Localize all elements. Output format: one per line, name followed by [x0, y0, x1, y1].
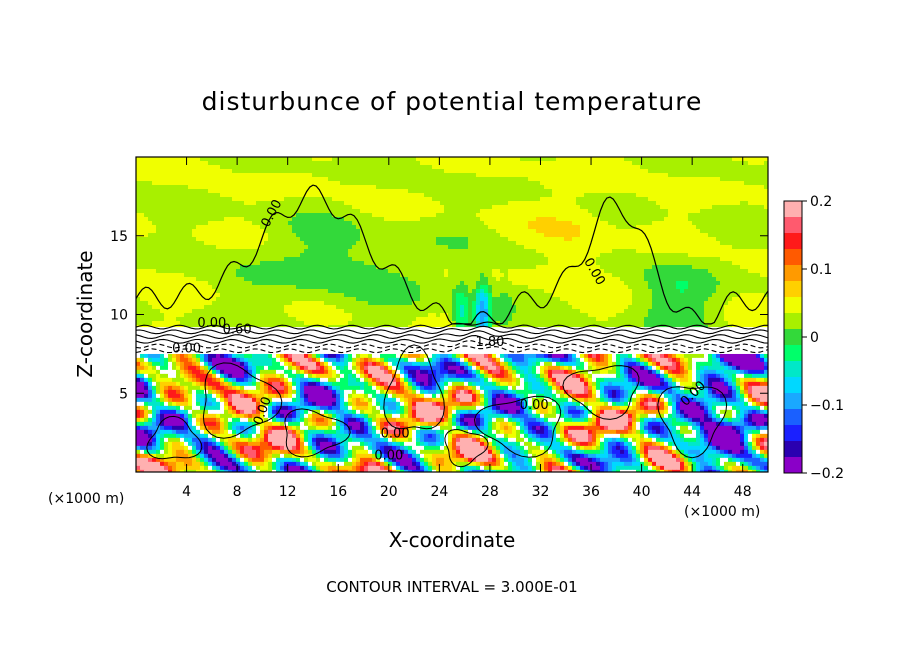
- colorbar-tick-label: −0.1: [810, 398, 844, 414]
- x-scale-left: (×1000 m): [48, 491, 124, 507]
- contour-label: 0.60: [223, 322, 252, 337]
- colorbar-swatch: [784, 345, 802, 362]
- colorbar-tick-label: 0: [810, 330, 819, 346]
- colorbar-swatch: [784, 265, 802, 282]
- x-tick-label: 12: [279, 484, 297, 500]
- contour-label: 0.00: [172, 341, 201, 356]
- x-tick-label: 40: [633, 484, 651, 500]
- contour-label: 0.00: [520, 398, 549, 413]
- colorbar-ticks: 0.2 0.1 0 −0.1 −0.2: [802, 194, 844, 482]
- colorbar-swatch: [784, 329, 802, 346]
- x-tick-label: 8: [233, 484, 242, 500]
- colorbar-swatch: [784, 233, 802, 250]
- x-axis-ticks: 4 8 12 16 20 24 28 32 36 40 44 48: [182, 157, 752, 500]
- colorbar-swatch: [784, 361, 802, 378]
- colorbar-tick-label: 0.2: [810, 194, 832, 210]
- contour-label: 0.00: [374, 448, 403, 463]
- x-axis-label: X-coordinate: [389, 528, 516, 552]
- x-scale-right: (×1000 m): [684, 504, 760, 520]
- x-tick-label: 24: [430, 484, 448, 500]
- colorbar-swatch: [784, 249, 802, 266]
- upper-field-layer: [136, 157, 768, 330]
- colorbar-swatch: [784, 377, 802, 394]
- x-tick-label: 36: [582, 484, 600, 500]
- colorbar: [783, 200, 803, 474]
- contour-interval-note: CONTOUR INTERVAL = 3.000E-01: [326, 578, 577, 596]
- colorbar-swatch: [784, 393, 802, 410]
- colorbar-swatch: [784, 297, 802, 314]
- colorbar-tick-label: −0.2: [810, 466, 844, 482]
- contour-label: 1.80: [475, 335, 504, 350]
- chart-title: disturbunce of potential temperature: [202, 87, 703, 116]
- y-axis-label: Z-coordinate: [73, 250, 97, 377]
- y-axis-ticks: 5 10 15: [110, 229, 768, 402]
- x-tick-label: 28: [481, 484, 499, 500]
- x-tick-label: 48: [734, 484, 752, 500]
- y-tick-label: 10: [110, 308, 128, 324]
- lower-field-layer: [136, 327, 768, 472]
- colorbar-swatch: [784, 201, 802, 218]
- colorbar-swatch: [784, 409, 802, 426]
- x-tick-label: 32: [532, 484, 550, 500]
- colorbar-swatch: [784, 425, 802, 442]
- y-tick-label: 15: [110, 229, 128, 245]
- contour-label: 0.00: [197, 316, 226, 331]
- colorbar-swatch: [784, 457, 802, 474]
- colorbar-tick-label: 0.1: [810, 262, 832, 278]
- x-tick-label: 44: [683, 484, 701, 500]
- colorbar-swatch: [784, 217, 802, 234]
- colorbar-swatch: [784, 441, 802, 458]
- y-tick-label: 5: [119, 386, 128, 402]
- contour-label: 0.00: [381, 426, 410, 441]
- colorbar-swatch: [784, 313, 802, 330]
- x-tick-label: 16: [329, 484, 347, 500]
- x-tick-label: 4: [182, 484, 191, 500]
- contour-lines: [136, 184, 768, 468]
- x-tick-label: 20: [380, 484, 398, 500]
- colorbar-swatch: [784, 281, 802, 298]
